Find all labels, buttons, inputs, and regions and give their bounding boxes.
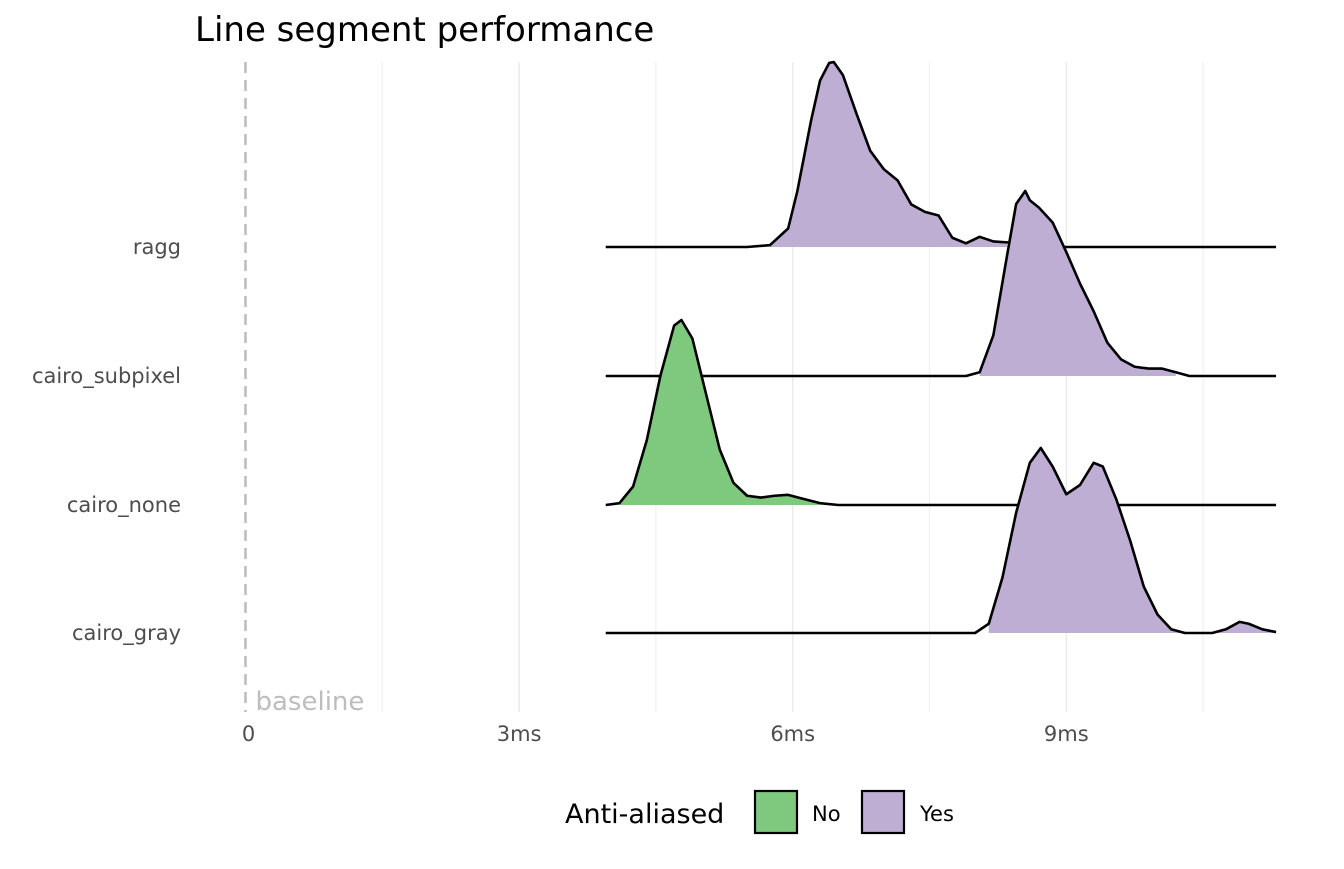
y-tick-label: ragg	[133, 235, 181, 259]
legend-key-no	[753, 789, 799, 835]
ridge-cairo_none	[605, 318, 1277, 507]
density-outline	[605, 60, 1277, 249]
density-fill	[988, 448, 1277, 633]
ridge-cairo_gray	[605, 446, 1277, 635]
density-fill	[619, 320, 821, 505]
x-tick-label: 9ms	[1044, 722, 1089, 746]
y-tick-label: cairo_subpixel	[32, 364, 181, 389]
y-tick-label: cairo_gray	[72, 621, 181, 646]
legend: Anti-aliased No Yes	[565, 789, 954, 835]
density-outline	[605, 189, 1277, 378]
grid-lines	[381, 62, 1204, 712]
x-tick-label: 6ms	[770, 722, 815, 746]
ridges	[605, 60, 1277, 635]
density-fill	[769, 62, 1008, 247]
baseline-label: baseline	[256, 687, 365, 717]
y-tick-label: cairo_none	[67, 493, 181, 518]
chart-title: Line segment performance	[195, 10, 654, 50]
density-outline	[605, 446, 1277, 635]
legend-title: Anti-aliased	[565, 799, 724, 830]
density-outline	[605, 318, 1277, 507]
legend-label: Yes	[919, 802, 954, 826]
x-tick-label: 0	[242, 722, 255, 746]
x-axis-tick-labels: 0 3ms 6ms 9ms	[242, 722, 1089, 746]
density-fill	[979, 191, 1176, 376]
legend-label: No	[812, 802, 841, 826]
baseline-reference: baseline	[244, 62, 365, 717]
y-axis-labels: ragg cairo_subpixel cairo_none cairo_gray	[32, 235, 181, 646]
ridge-cairo_subpixel	[605, 189, 1277, 378]
x-tick-label: 3ms	[497, 722, 542, 746]
ridge-ragg	[605, 60, 1277, 249]
legend-key-yes	[860, 789, 906, 835]
